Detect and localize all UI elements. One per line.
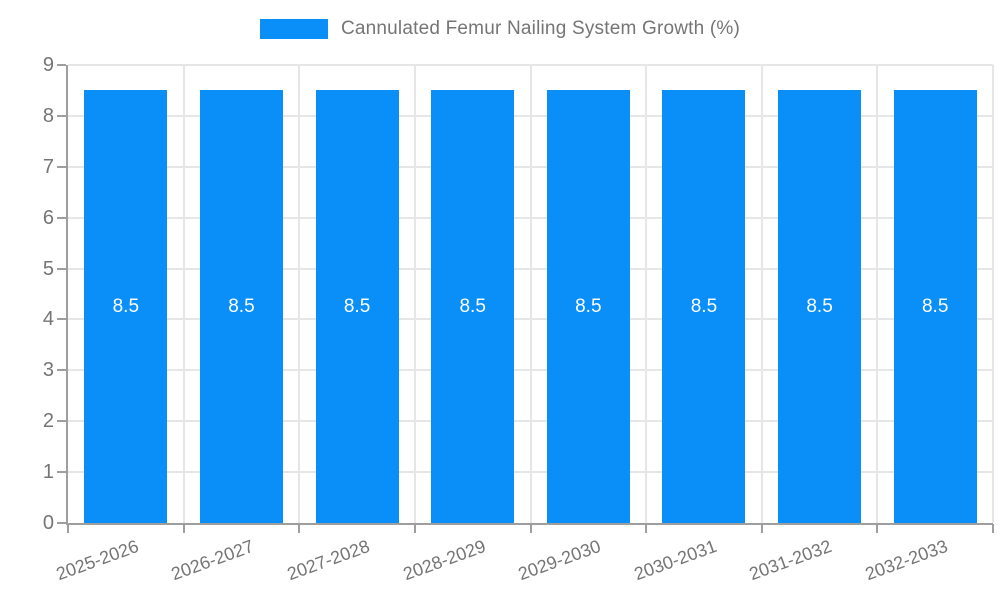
x-axis-tick xyxy=(182,524,185,533)
gridline-x xyxy=(413,65,416,523)
bar xyxy=(546,90,630,523)
x-axis-tick xyxy=(298,524,301,533)
y-axis-label: 6 xyxy=(42,206,54,229)
y-axis-label: 8 xyxy=(42,104,54,127)
x-axis-label: 2025-2026 xyxy=(53,535,141,585)
y-axis-tick xyxy=(57,216,66,219)
y-axis-label: 5 xyxy=(42,257,54,280)
x-axis-tick xyxy=(413,524,416,533)
x-axis-label: 2029-2030 xyxy=(515,535,604,585)
y-axis-label: 2 xyxy=(42,410,54,433)
bar-value-label: 8.5 xyxy=(575,295,602,317)
bar-value-label: 8.5 xyxy=(228,295,255,317)
x-axis-tick xyxy=(876,524,879,533)
x-axis-label: 2031-2032 xyxy=(747,535,835,585)
legend-swatch xyxy=(259,19,328,39)
gridline-x xyxy=(760,65,763,523)
y-axis-line xyxy=(66,65,68,523)
bar-value-label: 8.5 xyxy=(343,295,371,317)
bar-value-label: 8.5 xyxy=(690,295,718,317)
bar xyxy=(431,90,515,523)
y-axis-label: 9 xyxy=(42,54,54,76)
bar xyxy=(893,90,977,523)
x-axis-tick xyxy=(760,524,763,533)
gridline-x xyxy=(645,65,648,523)
gridline-x xyxy=(992,65,994,523)
x-axis-line xyxy=(66,523,993,525)
bar-value-label: 8.5 xyxy=(921,295,949,317)
y-axis-label: 3 xyxy=(42,359,54,382)
x-axis-label: 2027-2028 xyxy=(284,535,373,585)
y-axis-tick xyxy=(57,369,66,372)
x-axis-label: 2030-2031 xyxy=(631,535,720,585)
y-axis-tick xyxy=(57,114,66,117)
y-axis-tick xyxy=(57,64,66,66)
legend: Cannulated Femur Nailing System Growth (… xyxy=(0,18,1000,40)
y-axis-label: 7 xyxy=(42,155,54,178)
y-axis-tick xyxy=(57,471,66,474)
plot-area: 8.5 8.5 8.5 8.5 8.5 8.5 8.5 8.5 xyxy=(66,64,994,525)
gridline-x xyxy=(529,65,532,523)
y-axis-tick xyxy=(57,420,66,423)
x-axis-label: 2028-2029 xyxy=(400,535,488,585)
y-axis-tick xyxy=(57,522,66,524)
bar xyxy=(315,90,399,523)
gridline-x xyxy=(182,65,185,523)
y-axis-tick xyxy=(57,267,66,270)
bar xyxy=(84,90,168,523)
y-axis-tick xyxy=(57,318,66,321)
bar-value-label: 8.5 xyxy=(806,295,833,317)
x-axis-label: 2026-2027 xyxy=(168,535,257,585)
x-axis-tick xyxy=(67,524,69,533)
legend-item[interactable]: Cannulated Femur Nailing System Growth (… xyxy=(259,18,741,40)
bar xyxy=(199,90,283,523)
x-axis-tick xyxy=(529,524,532,533)
bar-value-label: 8.5 xyxy=(112,295,140,317)
bar xyxy=(662,90,746,523)
y-axis-label: 4 xyxy=(42,308,54,331)
y-axis-label: 1 xyxy=(42,461,54,484)
x-axis-tick xyxy=(645,524,648,533)
gridline-x xyxy=(298,65,301,523)
x-axis-tick xyxy=(992,524,994,533)
y-axis-label: 0 xyxy=(42,512,54,534)
legend-label: Cannulated Femur Nailing System Growth (… xyxy=(340,18,741,39)
gridline-x xyxy=(876,65,879,523)
bar-value-label: 8.5 xyxy=(459,295,486,317)
bar xyxy=(778,90,862,523)
x-axis-label: 2032-2033 xyxy=(862,535,951,585)
y-axis-tick xyxy=(57,165,66,168)
